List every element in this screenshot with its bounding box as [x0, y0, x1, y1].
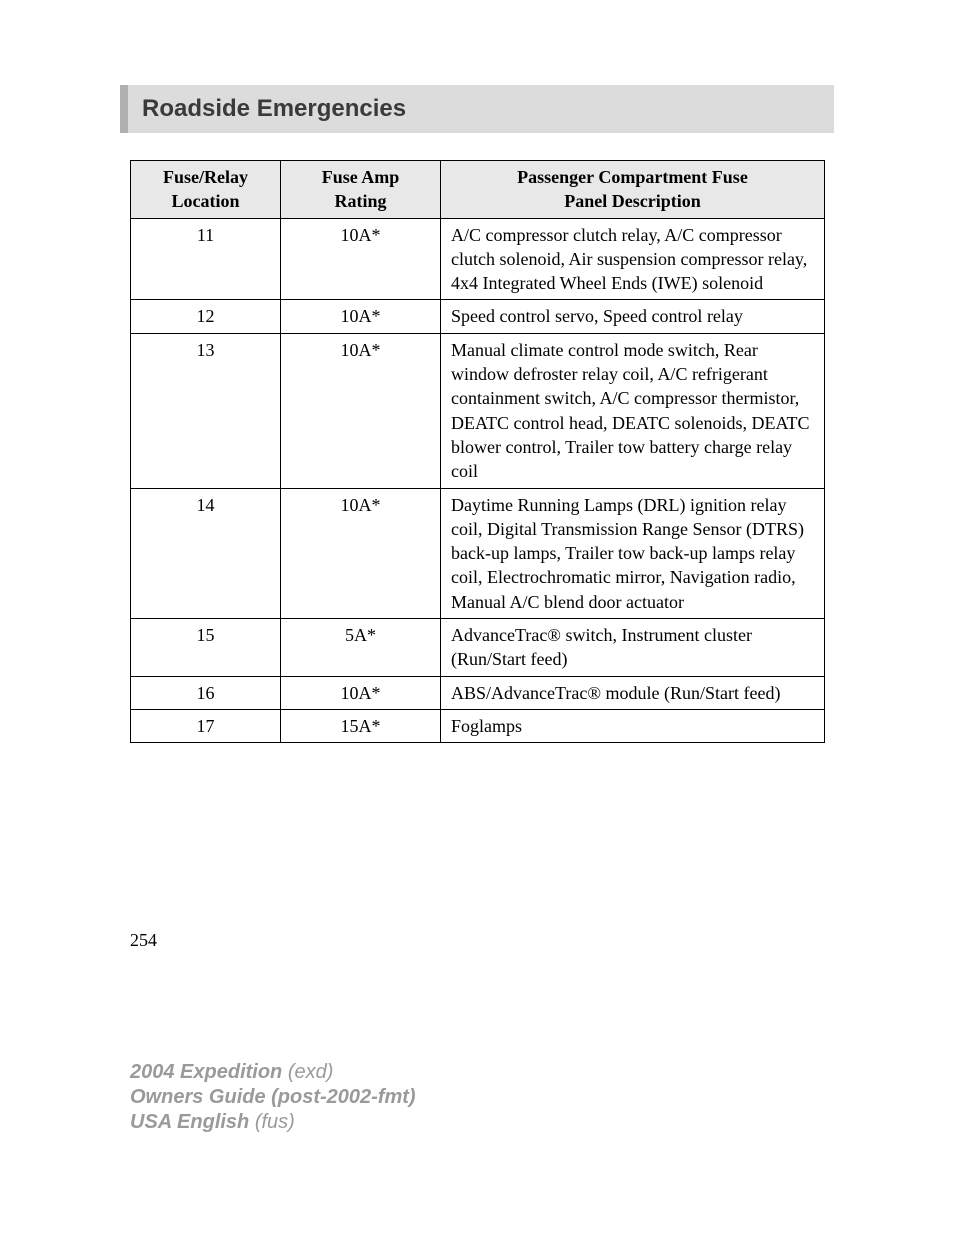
- cell-location: 17: [131, 709, 281, 742]
- col-header-line: Fuse Amp: [287, 165, 434, 189]
- cell-amp: 10A*: [281, 488, 441, 618]
- table-row: 12 10A* Speed control servo, Speed contr…: [131, 300, 825, 333]
- cell-location: 14: [131, 488, 281, 618]
- cell-amp: 10A*: [281, 676, 441, 709]
- cell-desc: A/C compressor clutch relay, A/C compres…: [441, 218, 825, 300]
- cell-desc: Speed control servo, Speed control relay: [441, 300, 825, 333]
- table-row: 11 10A* A/C compressor clutch relay, A/C…: [131, 218, 825, 300]
- cell-desc: Foglamps: [441, 709, 825, 742]
- header-accent-bar: [120, 85, 128, 133]
- cell-amp: 15A*: [281, 709, 441, 742]
- col-header-line: Passenger Compartment Fuse: [447, 165, 818, 189]
- cell-location: 15: [131, 619, 281, 677]
- section-header: Roadside Emergencies: [120, 85, 834, 133]
- footer-model-paren: (exd): [288, 1061, 334, 1083]
- col-header-desc: Passenger Compartment Fuse Panel Descrip…: [441, 161, 825, 219]
- fuse-table-container: Fuse/Relay Location Fuse Amp Rating Pass…: [130, 160, 825, 743]
- table-row: 13 10A* Manual climate control mode swit…: [131, 333, 825, 488]
- cell-desc: AdvanceTrac® switch, Instrument cluster …: [441, 619, 825, 677]
- cell-desc: ABS/AdvanceTrac® module (Run/Start feed): [441, 676, 825, 709]
- table-row: 16 10A* ABS/AdvanceTrac® module (Run/Sta…: [131, 676, 825, 709]
- footer-model: 2004 Expedition: [130, 1061, 282, 1083]
- table-header-row: Fuse/Relay Location Fuse Amp Rating Pass…: [131, 161, 825, 219]
- col-header-line: Rating: [287, 189, 434, 213]
- page-number: 254: [130, 930, 157, 951]
- cell-amp: 5A*: [281, 619, 441, 677]
- col-header-location: Fuse/Relay Location: [131, 161, 281, 219]
- footer-lang-line: USA English (fus): [130, 1110, 416, 1135]
- cell-location: 13: [131, 333, 281, 488]
- cell-amp: 10A*: [281, 300, 441, 333]
- section-title: Roadside Emergencies: [142, 95, 406, 123]
- fuse-table: Fuse/Relay Location Fuse Amp Rating Pass…: [130, 160, 825, 743]
- footer-model-line: 2004 Expedition (exd): [130, 1060, 416, 1085]
- cell-location: 12: [131, 300, 281, 333]
- cell-location: 11: [131, 218, 281, 300]
- cell-location: 16: [131, 676, 281, 709]
- cell-desc: Manual climate control mode switch, Rear…: [441, 333, 825, 488]
- table-row: 17 15A* Foglamps: [131, 709, 825, 742]
- col-header-line: Fuse/Relay: [137, 165, 274, 189]
- table-row: 14 10A* Daytime Running Lamps (DRL) igni…: [131, 488, 825, 618]
- footer-lang-paren: (fus): [255, 1111, 295, 1133]
- cell-desc: Daytime Running Lamps (DRL) ignition rel…: [441, 488, 825, 618]
- table-row: 15 5A* AdvanceTrac® switch, Instrument c…: [131, 619, 825, 677]
- cell-amp: 10A*: [281, 218, 441, 300]
- footer-lang: USA English: [130, 1111, 249, 1133]
- footer-block: 2004 Expedition (exd) Owners Guide (post…: [130, 1060, 416, 1135]
- cell-amp: 10A*: [281, 333, 441, 488]
- col-header-line: Location: [137, 189, 274, 213]
- footer-guide-line: Owners Guide (post-2002-fmt): [130, 1085, 416, 1110]
- col-header-amp: Fuse Amp Rating: [281, 161, 441, 219]
- col-header-line: Panel Description: [447, 189, 818, 213]
